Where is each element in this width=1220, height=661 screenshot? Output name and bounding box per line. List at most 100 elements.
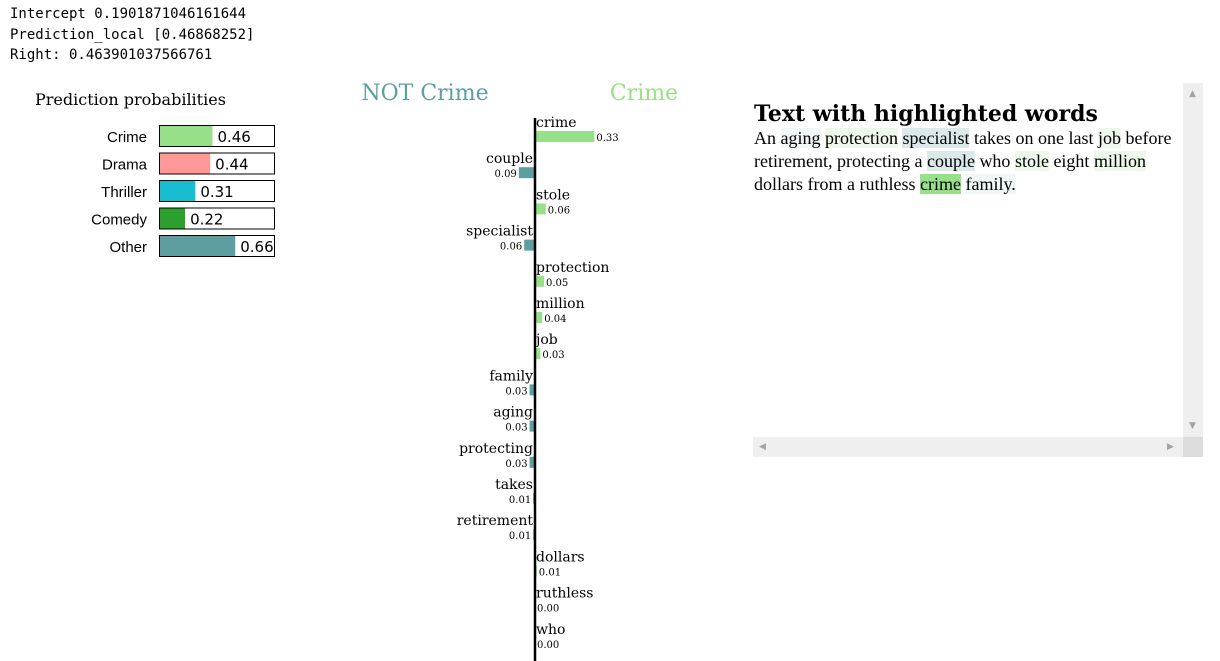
feature-bar-family <box>529 384 535 396</box>
feature-bar-million <box>535 312 543 323</box>
text-word: crime <box>920 174 961 194</box>
feature-bar-aging <box>529 420 535 432</box>
feature-bar-stole <box>535 203 546 215</box>
feature-label-who: who <box>536 622 565 638</box>
class-title-negative: NOT Crime <box>361 81 488 106</box>
feature-value-aging: 0.03 <box>505 423 527 434</box>
text-word: An <box>754 128 776 148</box>
feature-label-couple: couple <box>486 151 533 167</box>
feature-value-ruthless: 0.00 <box>537 604 559 615</box>
prob-bar-frame-other <box>159 235 275 257</box>
feature-value-stole: 0.06 <box>548 205 570 216</box>
prob-bar-frame-thriller <box>159 180 275 202</box>
feature-value-takes: 0.01 <box>509 495 531 506</box>
highlighted-text-panel[interactable]: Text with highlighted words An aging pro… <box>753 83 1203 457</box>
text-word: retirement, <box>754 151 833 171</box>
prob-value-other: 0.66 <box>240 238 273 256</box>
prob-bar-frame-comedy <box>159 207 275 230</box>
feature-value-specialist: 0.06 <box>500 242 522 253</box>
feature-value-job: 0.03 <box>542 350 564 361</box>
prob-value-thriller: 0.31 <box>200 183 233 201</box>
feature-bar-job <box>535 348 541 360</box>
prediction-probabilities-chart: Crime 0.46 Drama 0.44 Thriller 0.31 Comedy 0.22… <box>91 125 275 257</box>
text-word: stole <box>1014 151 1049 171</box>
feature-bar-specialist <box>524 239 535 251</box>
prob-label-other: Other <box>109 239 147 256</box>
text-word: a <box>914 151 923 171</box>
prob-bar-frame-crime <box>159 125 275 147</box>
highlighted-text-content: Text with highlighted words An aging pro… <box>753 83 1183 437</box>
prob-label-thriller: Thriller <box>101 184 147 201</box>
feature-value-who: 0.00 <box>537 640 559 651</box>
feature-label-million: million <box>536 296 585 312</box>
scroll-down-arrow-icon[interactable]: ▼ <box>1189 421 1196 431</box>
horizontal-scrollbar[interactable]: ◀ ▶ <box>753 437 1183 457</box>
feature-label-protecting: protecting <box>459 441 533 457</box>
text-panel-heading: Text with highlighted words <box>754 101 1098 127</box>
text-word: a <box>847 174 855 194</box>
feature-label-dollars: dollars <box>536 549 585 565</box>
feature-weights-chart: NOT Crime Crime crime 0.33 couple 0.09 stole 0.… <box>361 81 678 661</box>
text-word: from <box>807 174 843 194</box>
feature-label-stole: stole <box>536 187 570 203</box>
text-word: aging <box>780 128 821 148</box>
feature-value-family: 0.03 <box>505 386 527 397</box>
feature-label-takes: takes <box>495 477 533 493</box>
prediction-probabilities-title: Prediction probabilities <box>35 90 226 109</box>
text-word: protecting <box>836 151 910 171</box>
feature-label-specialist: specialist <box>466 224 533 240</box>
feature-value-couple: 0.09 <box>495 169 517 180</box>
text-word: job <box>1097 128 1121 148</box>
feature-bar-couple <box>518 167 535 179</box>
text-word: million <box>1093 151 1146 171</box>
prob-value-crime: 0.46 <box>217 128 250 146</box>
vertical-scrollbar[interactable]: ▲ ▼ <box>1183 83 1203 437</box>
feature-value-dollars: 0.01 <box>539 567 561 578</box>
text-word: protection <box>825 128 898 148</box>
feature-value-retirement: 0.01 <box>509 531 531 542</box>
feature-label-family: family <box>489 368 533 384</box>
text-word: before <box>1125 128 1172 148</box>
feature-bar-crime <box>535 131 595 142</box>
prob-bar-thriller <box>160 181 196 201</box>
text-word: family. <box>965 174 1016 194</box>
feature-label-protection: protection <box>536 260 609 276</box>
prob-value-comedy: 0.22 <box>190 211 223 229</box>
prob-bar-comedy <box>160 208 186 229</box>
explanation-summary: Intercept 0.1901871046161644 Prediction_l… <box>10 4 254 66</box>
text-word: ruthless <box>859 174 916 194</box>
scrollbar-corner <box>1183 437 1203 457</box>
feature-label-crime: crime <box>536 115 577 131</box>
prob-bar-drama <box>160 153 211 174</box>
feature-value-crime: 0.33 <box>596 133 618 144</box>
prob-bar-crime <box>160 126 213 146</box>
right-text: Right: 0.463901037566761 <box>10 47 213 64</box>
text-word: who <box>979 151 1011 171</box>
text-word: takes <box>973 128 1011 148</box>
prediction-local-text: Prediction_local [0.46868252] <box>10 26 255 43</box>
prob-bar-frame-drama <box>159 152 275 175</box>
feature-value-million: 0.04 <box>544 314 566 325</box>
feature-label-job: job <box>534 332 558 348</box>
feature-label-retirement: retirement <box>457 513 534 529</box>
prob-bar-other <box>160 236 236 256</box>
scroll-up-arrow-icon[interactable]: ▲ <box>1189 89 1196 99</box>
text-word: couple <box>926 151 975 171</box>
text-word: eight <box>1053 151 1090 171</box>
prob-value-drama: 0.44 <box>215 156 248 174</box>
intercept-text: Intercept 0.1901871046161644 <box>10 6 247 22</box>
highlighted-text-body: An aging protection specialist takes on … <box>754 127 1194 196</box>
text-word: on <box>1015 128 1034 148</box>
prob-label-drama: Drama <box>102 157 148 174</box>
prob-label-crime: Crime <box>107 129 147 146</box>
scroll-right-arrow-icon[interactable]: ▶ <box>1167 442 1174 452</box>
feature-label-ruthless: ruthless <box>536 586 593 602</box>
feature-value-protecting: 0.03 <box>505 459 527 470</box>
feature-label-aging: aging <box>493 405 533 421</box>
text-word: dollars <box>754 174 803 194</box>
feature-value-protection: 0.05 <box>546 278 568 289</box>
text-word: specialist <box>902 128 970 148</box>
scroll-left-arrow-icon[interactable]: ◀ <box>759 442 766 452</box>
class-title-positive: Crime <box>610 81 678 106</box>
prob-label-comedy: Comedy <box>91 212 147 229</box>
